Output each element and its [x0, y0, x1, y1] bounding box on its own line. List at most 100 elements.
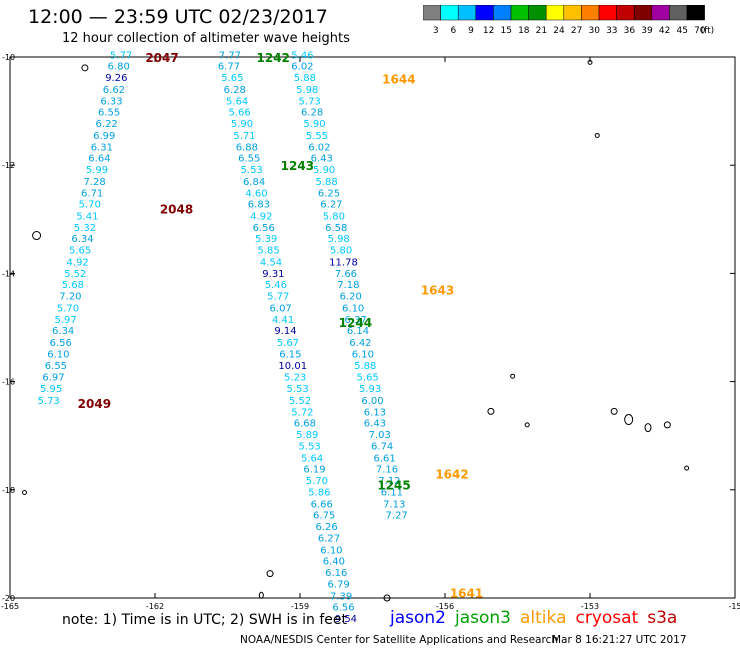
swh-value: 6.10: [320, 545, 342, 556]
swh-value: 5.90: [231, 119, 253, 130]
satellite-s3a: s3a: [647, 608, 678, 628]
map-frame: [9, 56, 736, 599]
swh-value: 6.33: [100, 96, 122, 107]
swh-value: 5.90: [313, 165, 335, 176]
swh-value: 6.77: [218, 62, 240, 73]
swh-value: 6.11: [381, 487, 403, 498]
legend-unit: (ft): [701, 26, 715, 35]
swh-value: 6.14: [347, 326, 369, 337]
swh-value: 6.28: [224, 85, 246, 96]
swh-value: 6.71: [81, 188, 103, 199]
legend-label: 30: [588, 26, 600, 35]
map-title: 12:00 — 23:59 UTC 02/23/2017: [28, 6, 328, 28]
swh-value: 7.16: [376, 465, 398, 476]
legend-label: 3: [433, 26, 439, 35]
swh-value: 6.68: [294, 419, 316, 430]
swh-value: 6.02: [291, 62, 313, 73]
swh-value: 5.77: [110, 50, 132, 61]
swh-value: 11.78: [329, 257, 358, 268]
pass-label: 1243: [281, 159, 314, 173]
swh-value: 5.98: [296, 85, 318, 96]
lon-tick-label: -159: [291, 602, 309, 611]
satellite-jason3: jason3: [455, 608, 511, 628]
swh-value: 5.55: [306, 131, 328, 142]
track-2047-2049: 5.776.809.266.626.336.556.226.996.316.64…: [38, 50, 133, 407]
swh-value: 10.01: [278, 361, 307, 372]
swh-value: 9.14: [274, 326, 296, 337]
island-outline: [644, 423, 652, 433]
swh-value: 9.54: [335, 614, 357, 625]
swh-value: 6.61: [373, 453, 395, 464]
swh-value: 6.25: [318, 188, 340, 199]
pass-label: 1642: [435, 468, 468, 482]
legend-label: 33: [606, 26, 617, 35]
swh-value: 6.55: [238, 154, 260, 165]
swh-value: 6.75: [313, 511, 335, 522]
swh-value: 5.73: [38, 396, 60, 407]
lon-tick-label: -162: [146, 602, 164, 611]
swh-value: 7.27: [386, 511, 408, 522]
legend-label: 70: [694, 26, 706, 35]
swh-value: 5.64: [226, 96, 248, 107]
swh-value: 6.43: [311, 154, 333, 165]
pass-label: 1644: [382, 73, 415, 87]
swh-value: 5.90: [303, 119, 325, 130]
swh-value: 6.20: [340, 292, 362, 303]
swh-value: 5.88: [354, 361, 376, 372]
island-outline: [624, 413, 634, 425]
swh-value: 6.00: [361, 396, 383, 407]
swh-value: 5.65: [357, 373, 379, 384]
island-outline: [684, 465, 690, 471]
swh-value: 6.15: [279, 349, 301, 360]
swh-value: 4.60: [245, 188, 267, 199]
legend-label: 24: [553, 26, 565, 35]
island-outline: [587, 59, 593, 65]
pass-label: 2048: [160, 202, 193, 216]
swh-value: 5.67: [277, 338, 299, 349]
swh-value: 5.53: [286, 384, 308, 395]
swh-value: 6.83: [248, 200, 270, 211]
swh-value: 6.43: [364, 419, 386, 430]
swh-value: 6.10: [47, 349, 69, 360]
pass-label: 1245: [377, 478, 410, 492]
lon-tick-label: -165: [1, 602, 19, 611]
swh-value: 5.46: [291, 50, 313, 61]
swh-value: 6.62: [103, 85, 125, 96]
swh-value: 5.80: [323, 212, 345, 223]
swh-value: 5.23: [284, 373, 306, 384]
swh-value: 6.97: [42, 373, 64, 384]
credit-text: NOAA/NESDIS Center for Satellite Applica…: [240, 634, 558, 646]
island-outline: [663, 421, 671, 429]
island-outline: [266, 570, 274, 578]
swh-value: 5.52: [289, 396, 311, 407]
swh-value: 6.31: [91, 142, 113, 153]
island-outline: [81, 64, 89, 72]
satellite-cryosat: cryosat: [575, 608, 639, 628]
swh-value: 7.12: [378, 476, 400, 487]
legend-label: 12: [483, 26, 494, 35]
swh-value: 6.10: [342, 303, 364, 314]
swh-value: 5.97: [54, 315, 76, 326]
footer-note: note: 1) Time is in UTC; 2) SWH is in fe…: [62, 612, 348, 628]
swh-value: 6.79: [328, 579, 350, 590]
swh-value: 5.32: [74, 223, 96, 234]
satellite-jason2: jason2: [390, 608, 446, 628]
swh-value: 6.80: [108, 62, 130, 73]
swh-value: 9.26: [105, 73, 127, 84]
swh-value: 5.68: [62, 280, 84, 291]
swh-value: 5.71: [233, 131, 255, 142]
satellite-altika: altika: [520, 608, 567, 628]
swh-value: 6.13: [364, 407, 386, 418]
swh-value: 6.34: [71, 234, 93, 245]
track-1242-1245: 7.776.775.656.285.645.665.905.716.886.55…: [218, 50, 357, 625]
swh-value: 5.72: [291, 407, 313, 418]
swh-value: 7.66: [335, 269, 357, 280]
swh-value: 6.19: [303, 465, 325, 476]
swh-value: 7.20: [59, 292, 81, 303]
island-outline: [594, 132, 600, 138]
swh-value: 6.26: [315, 522, 337, 533]
swh-value: 6.27: [320, 200, 342, 211]
legend-label: 45: [676, 26, 687, 35]
swh-value: 6.66: [311, 499, 333, 510]
